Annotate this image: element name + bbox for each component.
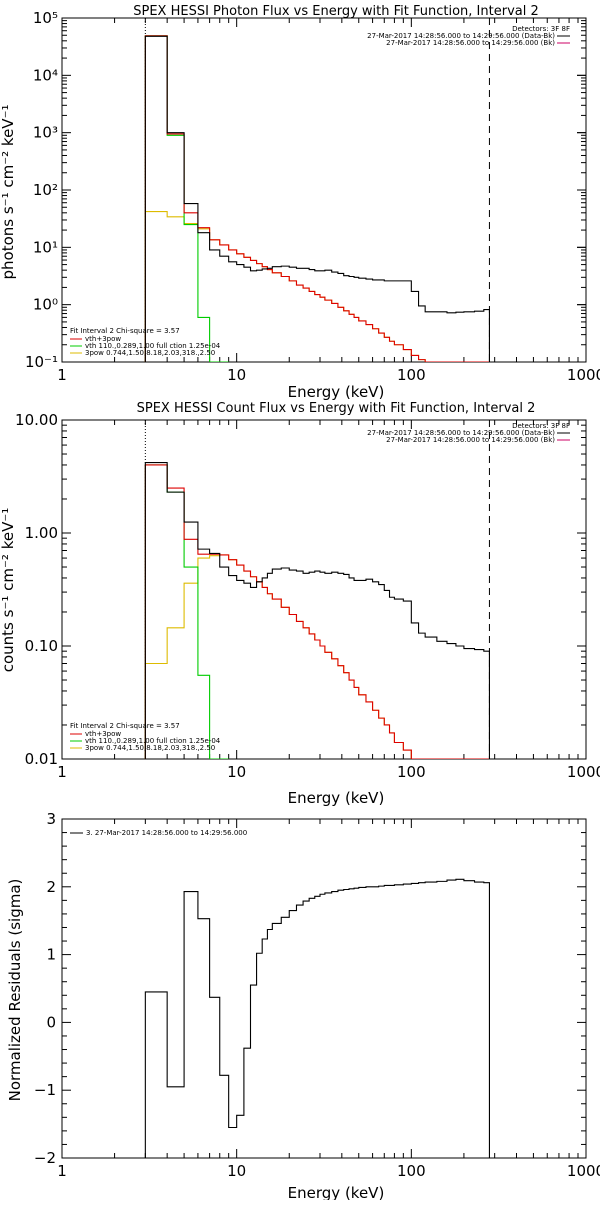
- count-flux-legend-entry-bk: 27-Mar-2017 14:28:56.000 to 14:29:56.000…: [386, 436, 555, 444]
- photon-flux-x-tick-label: 10: [227, 366, 246, 384]
- photon-flux-x-tick-label: 1: [57, 366, 67, 384]
- count-flux-series-vth-3pow: [144, 464, 490, 759]
- photon-flux-y-tick-label: 10²: [33, 181, 58, 199]
- count-flux-series-vth: [144, 464, 229, 759]
- count-flux-panel: SPEX HESSI Count Flux vs Energy with Fit…: [0, 401, 600, 807]
- photon-flux-ylabel: photons s⁻¹ cm⁻² keV⁻¹: [0, 105, 17, 280]
- photon-flux-y-tick-label: 10⁴: [33, 66, 58, 84]
- residuals-x-tick-label: 100: [397, 1162, 426, 1180]
- count-flux-y-tick-label: 0.10: [25, 637, 58, 655]
- photon-flux-xlabel: Energy (keV): [288, 383, 385, 401]
- count-flux-axes-frame: [61, 419, 587, 760]
- photon-flux-series-3pow: [144, 211, 490, 362]
- count-flux-y-tick-label: 0.01: [25, 750, 58, 768]
- count-flux-fit-entry-1: vth+3pow: [85, 730, 121, 738]
- count-flux-legend-entry-data: 27-Mar-2017 14:28:56.000 to 14:29:56.000…: [367, 429, 555, 437]
- residuals-axes-frame: [61, 818, 587, 1159]
- count-flux-x-tick-label: 10: [227, 763, 246, 781]
- photon-flux-x-tick-label: 100: [397, 366, 426, 384]
- photon-flux-y-tick-label: 10⁰: [33, 296, 58, 314]
- residuals-ylabel: Normalized Residuals (sigma): [6, 879, 24, 1102]
- photon-flux-fit-entry-2: vth 110.,0.289,1.00 full ction 1.25e-04: [85, 342, 221, 350]
- photon-flux-series-vth-3pow: [144, 35, 490, 362]
- residuals-series-3-27-mar-2017-14-28-56-000-to-14-29-56-000: [144, 878, 490, 1158]
- count-flux-y-tick-label: 10.00: [15, 411, 58, 429]
- photon-flux-fit-entry-3: 3pow 0.744,1.50,8.18,2.03,318.,2.50: [85, 349, 215, 357]
- residuals-series-group: [144, 878, 490, 1158]
- residuals-x-tick-label: 10: [227, 1162, 246, 1180]
- photon-flux-series-group: [144, 35, 490, 362]
- count-flux-fit-legend-header: Fit Interval 2 Chi-square = 3.57: [70, 722, 180, 730]
- photon-flux-series-vth: [144, 35, 229, 362]
- count-flux-series-group: [144, 462, 490, 759]
- photon-flux-series-data-bk: [144, 35, 490, 362]
- residuals-y-tick-label: 2: [46, 878, 56, 896]
- count-flux-fit-entry-2: vth 110.,0.289,1.00 full ction 1.25e-04: [85, 737, 221, 745]
- residuals-y-tick-label: 1: [46, 946, 56, 964]
- photon-flux-y-tick-label: 10¹: [33, 238, 58, 256]
- photon-flux-fit-entry-1: vth+3pow: [85, 335, 121, 343]
- photon-flux-axes-frame: [61, 17, 587, 363]
- residuals-legend-entry: 3. 27-Mar-2017 14:28:56.000 to 14:29:56.…: [86, 829, 247, 837]
- count-flux-x-tick-label: 100: [397, 763, 426, 781]
- count-flux-x-tick-label: 1: [57, 763, 67, 781]
- photon-flux-legend-entry-bk: 27-Mar-2017 14:28:56.000 to 14:29:56.000…: [386, 39, 555, 47]
- count-flux-series-3pow: [144, 554, 490, 759]
- photon-flux-y-tick-label: 10⁻¹: [25, 353, 58, 371]
- residuals-y-tick-label: −1: [34, 1081, 56, 1099]
- residuals-x-tick-label: 1: [57, 1162, 67, 1180]
- photon-flux-panel: SPEX HESSI Photon Flux vs Energy with Fi…: [0, 4, 600, 401]
- count-flux-ylabel: counts s⁻¹ cm⁻² keV⁻¹: [0, 508, 17, 673]
- count-flux-legend-header: Detectors: 3F 8F: [512, 422, 570, 430]
- count-flux-series-data-bk: [144, 462, 490, 759]
- photon-flux-y-tick-label: 10³: [33, 124, 58, 142]
- residuals-y-tick-label: −2: [34, 1149, 56, 1167]
- residuals-xlabel: Energy (keV): [288, 1184, 385, 1200]
- residuals-y-tick-label: 0: [46, 1013, 56, 1031]
- photon-flux-title: SPEX HESSI Photon Flux vs Energy with Fi…: [133, 4, 539, 19]
- count-flux-y-tick-label: 1.00: [25, 524, 58, 542]
- residuals-y-tick-label: 3: [46, 810, 56, 828]
- count-flux-xlabel: Energy (keV): [288, 789, 385, 807]
- photon-flux-y-tick-label: 10⁵: [33, 9, 58, 27]
- photon-flux-legend-entry-data: 27-Mar-2017 14:28:56.000 to 14:29:56.000…: [367, 32, 555, 40]
- count-flux-title: SPEX HESSI Count Flux vs Energy with Fit…: [137, 401, 536, 416]
- photon-flux-fit-legend-header: Fit Interval 2 Chi-square = 3.57: [70, 327, 180, 335]
- count-flux-fit-entry-3: 3pow 0.744,1.50,8.18,2.03,318.,2.50: [85, 744, 215, 752]
- photon-flux-legend-header: Detectors: 3F 8F: [512, 25, 570, 33]
